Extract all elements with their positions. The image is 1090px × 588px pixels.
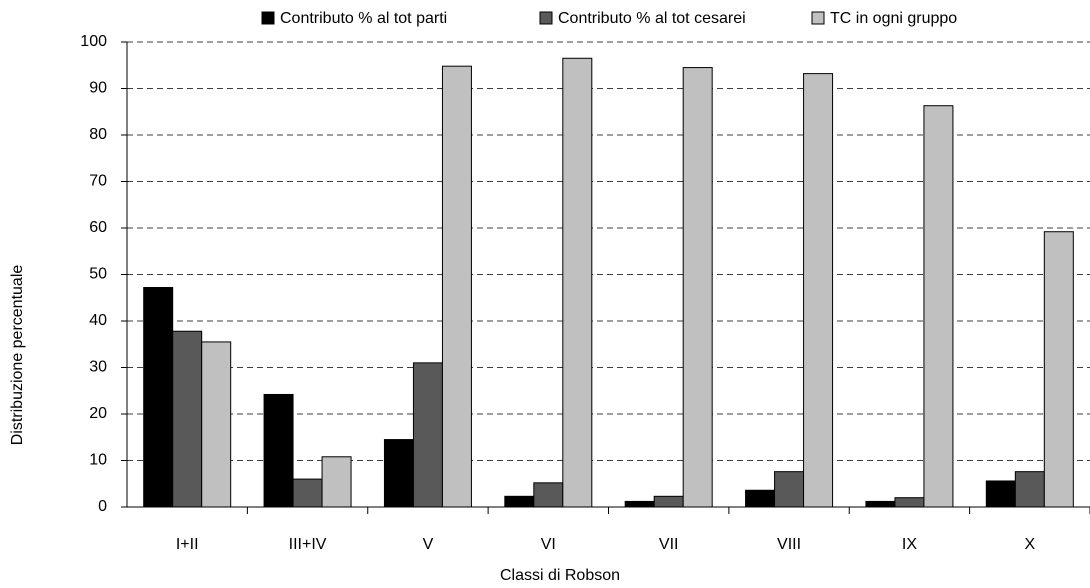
- x-tick-label: X: [1024, 536, 1035, 553]
- bar: [201, 341, 232, 508]
- bar: [441, 65, 472, 508]
- x-tick-label: IX: [902, 536, 917, 553]
- bar: [172, 330, 203, 508]
- x-tick-label: VI: [541, 536, 556, 553]
- bar: [682, 67, 713, 508]
- y-axis-label: Distribuzione percentuale: [9, 265, 26, 446]
- bar: [321, 456, 352, 508]
- bar: [412, 362, 443, 508]
- bar: [504, 495, 535, 508]
- legend-label: TC in ogni gruppo: [830, 10, 957, 27]
- legend-swatch: [261, 11, 275, 25]
- bar: [745, 489, 776, 508]
- y-tick-label: 40: [89, 312, 107, 329]
- y-tick-label: 30: [89, 359, 107, 376]
- x-tick-label: V: [423, 536, 434, 553]
- legend-swatch: [811, 11, 825, 25]
- x-tick-label: I+II: [176, 536, 199, 553]
- bar: [383, 439, 414, 508]
- bar: [923, 105, 954, 508]
- y-tick-label: 100: [80, 33, 107, 50]
- bar: [292, 478, 323, 508]
- y-tick-label: 80: [89, 126, 107, 143]
- bar: [1043, 231, 1074, 508]
- y-tick-label: 70: [89, 173, 107, 190]
- y-tick-label: 50: [89, 266, 107, 283]
- x-tick-label: VIII: [777, 536, 801, 553]
- bar: [865, 500, 896, 508]
- bar: [653, 495, 684, 508]
- bar: [562, 57, 593, 508]
- y-tick-label: 90: [89, 80, 107, 97]
- y-tick-label: 0: [98, 498, 107, 515]
- bar: [263, 393, 294, 508]
- bar: [774, 471, 805, 508]
- bar: [624, 500, 655, 508]
- y-tick-label: 60: [89, 219, 107, 236]
- bar: [1014, 471, 1045, 508]
- bar: [803, 73, 834, 508]
- x-tick-label: III+IV: [289, 536, 327, 553]
- y-tick-label: 20: [89, 405, 107, 422]
- bar: [533, 482, 564, 508]
- bar: [985, 480, 1016, 508]
- legend-swatch: [539, 11, 553, 25]
- bar: [894, 497, 925, 508]
- bar: [143, 287, 174, 508]
- legend-label: Contributo % al tot parti: [280, 10, 447, 27]
- x-tick-label: VII: [659, 536, 679, 553]
- x-axis-label: Classi di Robson: [500, 567, 620, 584]
- legend-label: Contributo % al tot cesarei: [558, 10, 746, 27]
- y-tick-label: 10: [89, 452, 107, 469]
